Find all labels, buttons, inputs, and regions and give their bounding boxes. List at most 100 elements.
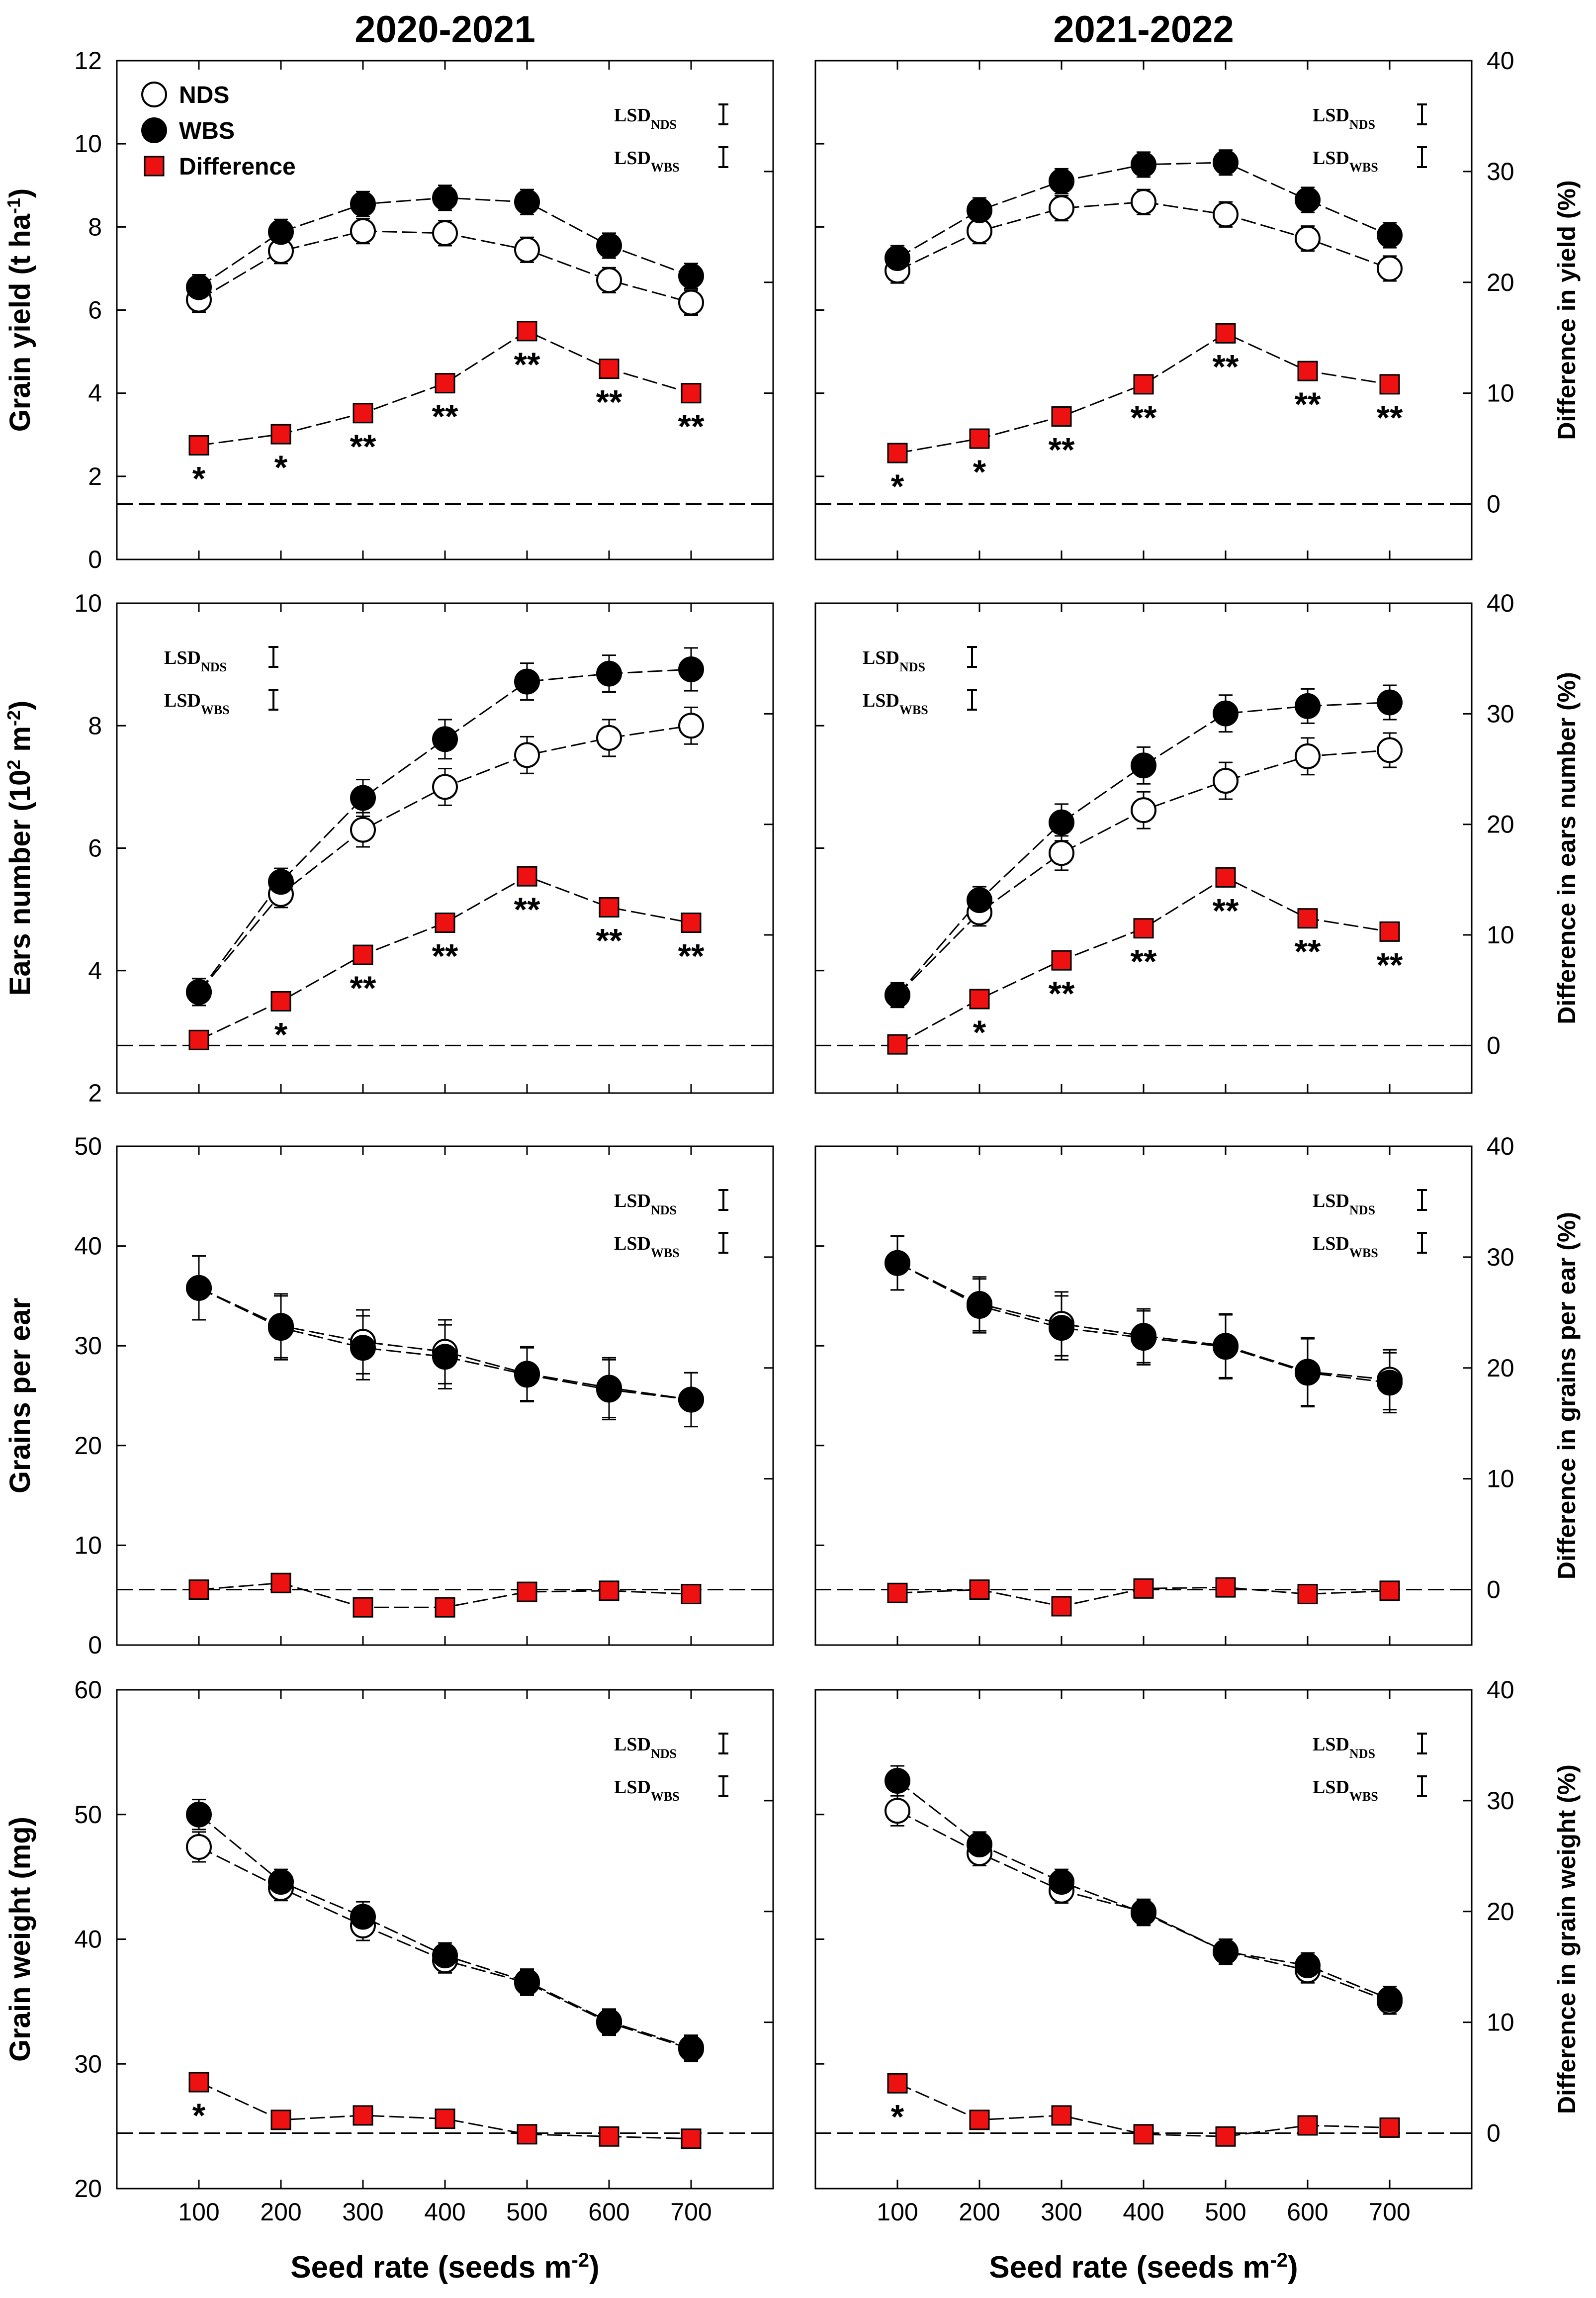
legend-wbs-marker (141, 117, 167, 143)
wbs-point (1295, 187, 1321, 213)
y2-tick-label: 40 (1487, 1132, 1514, 1160)
wbs-point (350, 191, 376, 217)
y-tick-label: 30 (74, 2050, 102, 2078)
y-tick-label: 4 (88, 957, 102, 985)
wbs-point (268, 1869, 294, 1895)
difference-point (1379, 1580, 1400, 1601)
wbs-point (1213, 149, 1239, 176)
x-tick-label: 300 (342, 2198, 383, 2226)
wbs-point (268, 869, 294, 895)
plot-frame (116, 602, 774, 1094)
plot-frame (814, 1689, 1473, 2190)
nds-point (678, 713, 704, 739)
difference-point (969, 2110, 990, 2130)
nds-point (596, 725, 622, 751)
wbs-point (596, 660, 622, 687)
significance-label: ** (1377, 399, 1403, 437)
difference-point (969, 428, 990, 449)
significance-label: * (192, 460, 206, 497)
wbs-point (967, 1831, 992, 1857)
x-tick-label: 200 (959, 2198, 1000, 2226)
wbs-point (1213, 700, 1239, 727)
difference-point (517, 866, 537, 887)
plot-frame (814, 60, 1473, 560)
y-tick-label: 30 (74, 1332, 102, 1360)
difference-point (1297, 1583, 1318, 1604)
nds-point (1377, 255, 1403, 281)
difference-point (1215, 2126, 1236, 2147)
y2-axis-label: Difference in grains per ear (%) (1553, 1212, 1581, 1579)
difference-point (1379, 374, 1400, 395)
nds-point (432, 220, 458, 246)
panel-3-1: 0 10 20 30 40 50 LSDNDS LSDWBS (74, 1132, 774, 1659)
difference-point (188, 1579, 209, 1600)
wbs-point (350, 1335, 376, 1361)
wbs-point (596, 232, 622, 259)
x-tick-label: 700 (1369, 2198, 1410, 2226)
y-tick-label: 0 (88, 1631, 102, 1659)
y2-tick-label: 10 (1487, 921, 1514, 949)
panel-4-1: 100 200 300 400 500 600 700 20 30 40 50 60 * LSDNDS LS… (74, 1676, 774, 2226)
y-tick-label: 4 (88, 379, 102, 407)
y2-tick-label: 10 (1487, 379, 1514, 407)
wbs-point (1377, 689, 1403, 716)
lsd-label: LSDNDS (614, 105, 677, 132)
y-tick-label: 20 (74, 1432, 102, 1460)
nds-point (885, 1798, 910, 1824)
wbs-point (1049, 1315, 1074, 1341)
y-tick-label: 6 (88, 296, 102, 324)
difference-point (270, 991, 291, 1011)
significance-label: * (891, 467, 904, 505)
nds-point (186, 1834, 212, 1860)
significance-label: ** (432, 398, 458, 436)
wbs-point (1295, 1360, 1321, 1386)
wbs-point (1295, 1952, 1321, 1979)
significance-label: * (973, 453, 986, 491)
x-axis-label: Seed rate (seeds m-2) (989, 2249, 1298, 2285)
nds-point (1049, 840, 1074, 866)
wbs-point (186, 979, 212, 1005)
y2-tick-label: 40 (1487, 47, 1514, 75)
difference-point (188, 1029, 209, 1050)
wbs-point (967, 197, 992, 223)
y2-axis-label: Difference in grain weight (%) (1553, 1764, 1581, 2114)
x-tick-label: 200 (260, 2198, 301, 2226)
y-tick-label: 10 (74, 130, 102, 158)
x-tick-label: 500 (1205, 2198, 1246, 2226)
y-axis-label: Ears number (102 m-2) (3, 701, 37, 996)
column-title: 2021-2022 (1053, 8, 1234, 51)
difference-point (1215, 867, 1236, 888)
difference-point (1051, 950, 1072, 971)
y-axis-label: Grain weight (mg) (4, 1817, 36, 2062)
plot-frame (116, 1145, 774, 1646)
difference-point (887, 1582, 908, 1603)
y2-tick-label: 30 (1487, 1787, 1514, 1815)
difference-point (1133, 918, 1154, 939)
lsd-label: LSDWBS (164, 690, 230, 717)
wbs-point (596, 1377, 622, 1403)
nds-point (1131, 189, 1156, 215)
lsd-label: LSDNDS (164, 647, 227, 674)
wbs-point (1049, 1869, 1074, 1895)
difference-point (681, 1583, 702, 1604)
x-tick-label: 600 (1287, 2198, 1328, 2226)
difference-point (1133, 2124, 1154, 2145)
nds-point (432, 774, 458, 800)
legend-diff-label: Difference (179, 154, 296, 180)
x-tick-label: 300 (1041, 2198, 1082, 2226)
significance-label: * (891, 2098, 904, 2135)
wbs-point (186, 1801, 212, 1828)
panel-4-2: 100 200 300 400 500 600 700 0 10 20 30 40 * LSDNDS LSD… (814, 1676, 1514, 2226)
difference-point (969, 1579, 990, 1600)
lsd-label: LSDNDS (863, 647, 925, 674)
nds-point (1213, 201, 1239, 228)
significance-label: ** (1049, 975, 1075, 1012)
significance-label: ** (1049, 431, 1075, 468)
difference-point (887, 443, 908, 463)
y-tick-label: 40 (74, 1232, 102, 1260)
y2-tick-label: 30 (1487, 700, 1514, 728)
y-tick-label: 60 (74, 1676, 102, 1704)
significance-label: * (274, 1015, 288, 1053)
difference-point (270, 424, 291, 445)
difference-point (435, 1597, 455, 1618)
